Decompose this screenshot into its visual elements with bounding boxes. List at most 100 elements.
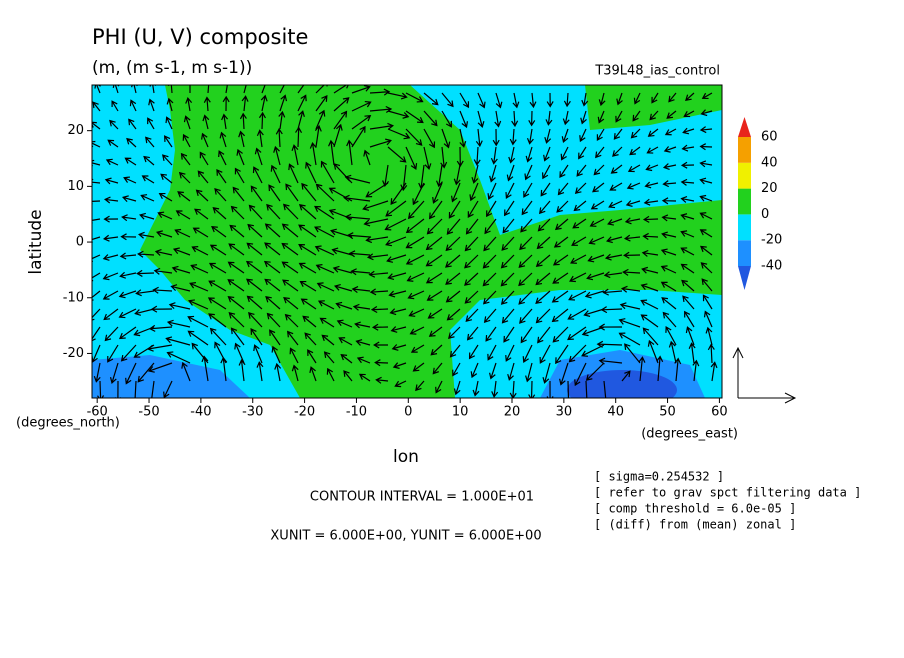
wind-vector (633, 92, 641, 105)
wind-vector (268, 184, 281, 202)
wind-vector (660, 281, 677, 292)
wind-vector (171, 265, 191, 274)
wind-vector (365, 182, 389, 198)
wind-vector (445, 272, 461, 285)
wind-vector (374, 359, 389, 367)
wind-vector (373, 341, 389, 349)
wind-vector (702, 294, 713, 310)
wind-vector (427, 308, 443, 319)
wind-vector (289, 347, 299, 364)
wind-vector (545, 110, 553, 126)
wind-vector (104, 177, 119, 185)
wind-vector (509, 128, 517, 146)
wind-vector (128, 118, 137, 130)
wind-vector (529, 92, 537, 109)
wind-vector (297, 94, 307, 112)
run-label: T39L48_ias_control (594, 64, 720, 79)
wind-vector (387, 272, 407, 281)
wind-vector (336, 319, 353, 328)
wind-vector (587, 254, 605, 263)
shade-region (567, 370, 677, 398)
wind-vector (119, 271, 137, 279)
wind-vector (304, 332, 317, 346)
wind-vector (630, 128, 641, 139)
wind-vector (546, 380, 554, 398)
wind-vector (284, 313, 299, 328)
wind-vector (190, 264, 209, 274)
wind-vector (680, 196, 695, 203)
wind-vector (521, 200, 533, 216)
wind-vector (363, 218, 389, 227)
wind-vector (494, 110, 502, 128)
wind-vector (557, 182, 569, 196)
wind-vector (120, 344, 137, 362)
wind-vector (426, 290, 443, 301)
wind-vector (389, 308, 407, 316)
wind-vector (286, 330, 299, 346)
wind-vector (134, 308, 155, 316)
wind-vector (543, 146, 551, 162)
wind-vector (581, 344, 605, 357)
wind-vector (387, 110, 410, 119)
wind-vector (212, 207, 227, 220)
wind-vector (405, 254, 425, 265)
wind-vector (459, 92, 470, 109)
shade-region (92, 355, 250, 398)
wind-vector (137, 362, 155, 383)
wind-vector (214, 187, 227, 202)
wind-vector (229, 224, 245, 238)
x-tick-label: -10 (346, 405, 367, 420)
wind-vector (546, 92, 554, 108)
wind-vector (333, 97, 350, 112)
wind-vector (590, 200, 605, 210)
wind-vector (616, 92, 623, 106)
wind-vector (680, 230, 695, 238)
wind-vector (239, 112, 247, 130)
wind-vector (423, 92, 439, 106)
wind-vector (570, 254, 587, 264)
wind-vector (624, 343, 641, 364)
wind-vector (174, 228, 191, 238)
wind-vector (640, 314, 659, 328)
wind-vector (118, 326, 137, 340)
x-tick-label: 50 (659, 405, 676, 420)
wind-vector (560, 146, 569, 161)
wind-vector (509, 380, 517, 398)
wind-vector (489, 362, 497, 380)
wind-vector (145, 136, 155, 148)
wind-vector (446, 308, 461, 321)
wind-vector (610, 164, 623, 174)
wind-vector (553, 236, 569, 248)
wind-vector (518, 290, 533, 305)
wind-vector (335, 301, 353, 310)
wind-vector (660, 265, 677, 274)
wind-vector (340, 353, 353, 364)
wind-vector (407, 200, 425, 220)
wind-vector (394, 380, 407, 388)
wind-vector (351, 85, 371, 94)
wind-vector (523, 182, 533, 198)
wind-vector (275, 127, 283, 148)
wind-vector (609, 182, 623, 191)
wind-vector (150, 305, 173, 313)
wind-vector (692, 359, 700, 382)
wind-vector (165, 116, 173, 130)
wind-vector (291, 364, 299, 382)
wind-vector (366, 253, 389, 261)
wind-vector (356, 356, 371, 364)
colorbar-box (738, 137, 751, 163)
wind-vector (459, 110, 469, 129)
wind-vector (428, 326, 443, 337)
wind-vector (232, 186, 245, 202)
wind-vector (227, 261, 245, 274)
note: [ refer to grav spct filtering data ] (594, 486, 861, 500)
wind-vector (554, 218, 569, 231)
wind-vector (238, 130, 246, 148)
wind-vector (185, 96, 193, 112)
colorbar-box (738, 162, 751, 189)
wind-vector (574, 182, 587, 194)
wind-vector (556, 200, 569, 213)
wind-vector (112, 85, 120, 94)
wind-vector (351, 125, 366, 148)
x-tick-label: -30 (242, 405, 263, 420)
